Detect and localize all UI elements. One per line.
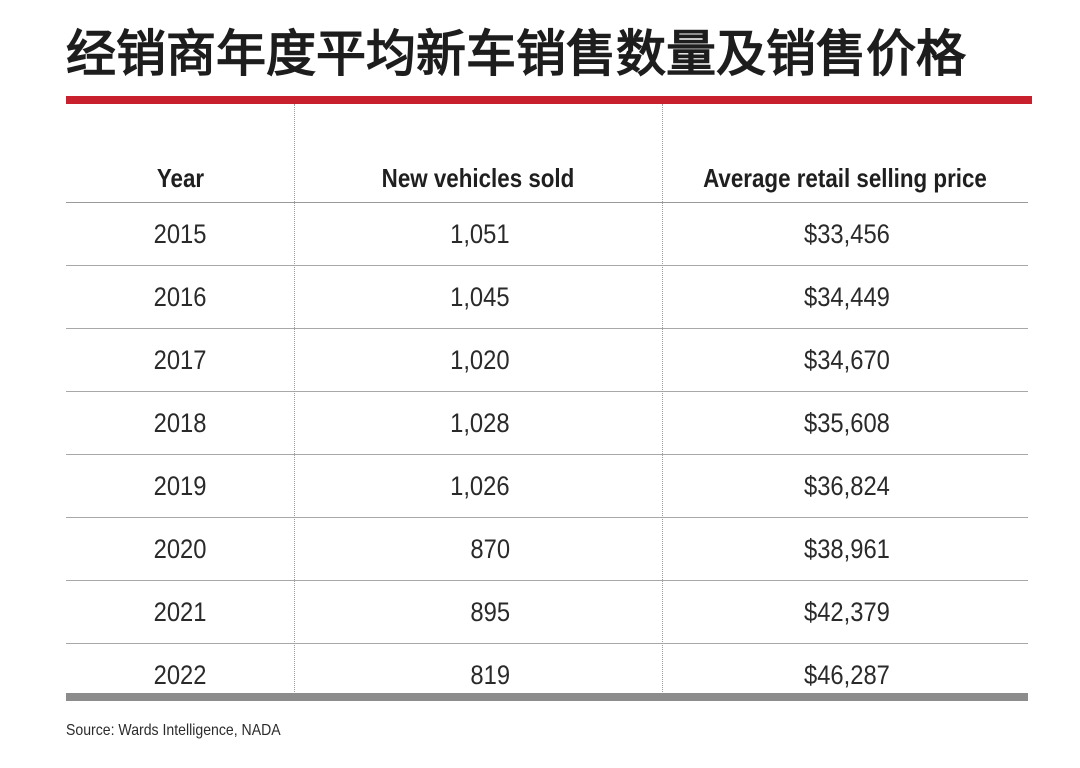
title-underline-rule xyxy=(66,96,1032,104)
cell-new-vehicles-sold: 1,045 xyxy=(294,265,662,329)
cell-value: 2021 xyxy=(153,596,207,627)
cell-value: $34,670 xyxy=(804,344,890,375)
cell-new-vehicles-sold: 1,051 xyxy=(294,202,662,266)
cell-average-price: $35,608 xyxy=(662,391,1028,455)
cell-value: $46,287 xyxy=(804,659,890,690)
cell-average-price: $34,449 xyxy=(662,265,1028,329)
column-header-average-price: Average retail selling price xyxy=(662,104,1028,203)
cell-value: 2022 xyxy=(153,659,207,690)
column-header-label: New vehicles sold xyxy=(381,163,575,193)
cell-year: 2020 xyxy=(66,517,294,581)
cell-new-vehicles-sold: 1,026 xyxy=(294,454,662,518)
cell-value: $38,961 xyxy=(804,533,890,564)
data-table-container: Year New vehicles sold Average retail se… xyxy=(66,104,1028,702)
cell-new-vehicles-sold: 870 xyxy=(294,517,662,581)
cell-value: $34,449 xyxy=(804,281,890,312)
cell-year: 2015 xyxy=(66,202,294,266)
table-row: 2018 1,028 $35,608 xyxy=(66,391,1028,455)
cell-year: 2017 xyxy=(66,328,294,392)
cell-value: 870 xyxy=(470,533,510,564)
cell-value: 1,028 xyxy=(450,407,510,438)
cell-value: $33,456 xyxy=(804,218,890,249)
cell-average-price: $36,824 xyxy=(662,454,1028,518)
cell-value: 1,026 xyxy=(450,470,510,501)
cell-value: 2019 xyxy=(153,470,207,501)
table-row: 2015 1,051 $33,456 xyxy=(66,202,1028,266)
table-row: 2022 819 $46,287 xyxy=(66,644,1028,707)
page-title: 经销商年度平均新车销售数量及销售价格 xyxy=(66,25,966,83)
cell-average-price: $34,670 xyxy=(662,328,1028,392)
cell-value: 1,020 xyxy=(450,344,510,375)
cell-value: $36,824 xyxy=(804,470,890,501)
data-table: Year New vehicles sold Average retail se… xyxy=(66,104,1028,706)
table-row: 2017 1,020 $34,670 xyxy=(66,328,1028,392)
cell-value: 1,045 xyxy=(450,281,510,312)
table-row: 2021 895 $42,379 xyxy=(66,580,1028,644)
cell-value: 2018 xyxy=(153,407,207,438)
source-note: Source: Wards Intelligence, NADA xyxy=(66,722,281,739)
table-row: 2020 870 $38,961 xyxy=(66,517,1028,581)
cell-value: 2020 xyxy=(153,533,207,564)
cell-value: $42,379 xyxy=(804,596,890,627)
cell-new-vehicles-sold: 1,028 xyxy=(294,391,662,455)
cell-value: $35,608 xyxy=(804,407,890,438)
cell-average-price: $42,379 xyxy=(662,580,1028,644)
cell-value: 2017 xyxy=(153,344,207,375)
column-header-year: Year xyxy=(66,104,294,203)
cell-average-price: $33,456 xyxy=(662,202,1028,266)
table-row: 2016 1,045 $34,449 xyxy=(66,265,1028,329)
table-header-row: Year New vehicles sold Average retail se… xyxy=(66,104,1028,203)
cell-year: 2021 xyxy=(66,580,294,644)
cell-value: 895 xyxy=(470,596,510,627)
cell-new-vehicles-sold: 895 xyxy=(294,580,662,644)
cell-new-vehicles-sold: 819 xyxy=(294,644,662,707)
cell-year: 2019 xyxy=(66,454,294,518)
cell-year: 2016 xyxy=(66,265,294,329)
title-underline-bar xyxy=(66,96,1032,104)
cell-new-vehicles-sold: 1,020 xyxy=(294,328,662,392)
cell-value: 2016 xyxy=(153,281,207,312)
column-divider xyxy=(294,104,295,696)
column-header-label: Year xyxy=(156,163,204,193)
table-row: 2019 1,026 $36,824 xyxy=(66,454,1028,518)
cell-average-price: $38,961 xyxy=(662,517,1028,581)
column-header-new-vehicles-sold: New vehicles sold xyxy=(294,104,662,203)
column-divider xyxy=(662,104,663,696)
cell-value: 819 xyxy=(470,659,510,690)
column-header-label: Average retail selling price xyxy=(703,163,987,193)
cell-value: 1,051 xyxy=(450,218,510,249)
cell-year: 2022 xyxy=(66,644,294,707)
table-bottom-rule xyxy=(66,693,1028,701)
cell-average-price: $46,287 xyxy=(662,644,1028,707)
cell-year: 2018 xyxy=(66,391,294,455)
cell-value: 2015 xyxy=(153,218,207,249)
